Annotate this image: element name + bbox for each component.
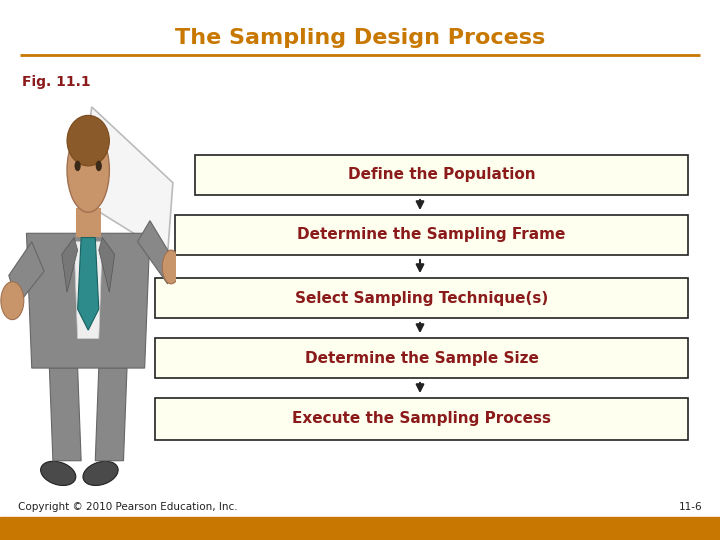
Text: Define the Population: Define the Population [348,167,535,183]
Polygon shape [62,238,78,292]
Ellipse shape [67,116,109,166]
Polygon shape [138,221,173,284]
Polygon shape [78,238,99,330]
Bar [195,155,688,195]
Ellipse shape [75,160,81,171]
Text: Execute the Sampling Process: Execute the Sampling Process [292,411,551,427]
Text: Select Sampling Technique(s): Select Sampling Technique(s) [295,291,548,306]
Bar [175,215,688,255]
Text: Copyright © 2010 Pearson Education, Inc.: Copyright © 2010 Pearson Education, Inc. [18,502,238,512]
Polygon shape [50,368,81,461]
Bar [155,398,688,440]
Polygon shape [74,242,102,339]
Ellipse shape [162,250,180,284]
Ellipse shape [96,160,102,171]
Polygon shape [27,233,150,368]
Ellipse shape [40,461,76,485]
Polygon shape [79,107,173,254]
Text: The Sampling Design Process: The Sampling Design Process [175,28,545,48]
Bar [155,338,688,378]
Polygon shape [95,368,127,461]
Ellipse shape [67,128,109,212]
Text: Fig. 11.1: Fig. 11.1 [22,75,91,89]
Bar [76,208,101,238]
Ellipse shape [83,461,118,485]
Polygon shape [99,238,114,292]
Bar [155,278,688,318]
Text: 11-6: 11-6 [678,502,702,512]
Polygon shape [9,242,44,305]
Text: Determine the Sample Size: Determine the Sample Size [305,350,539,366]
Bar [0,517,720,540]
Ellipse shape [1,282,24,320]
Text: Determine the Sampling Frame: Determine the Sampling Frame [297,227,566,242]
